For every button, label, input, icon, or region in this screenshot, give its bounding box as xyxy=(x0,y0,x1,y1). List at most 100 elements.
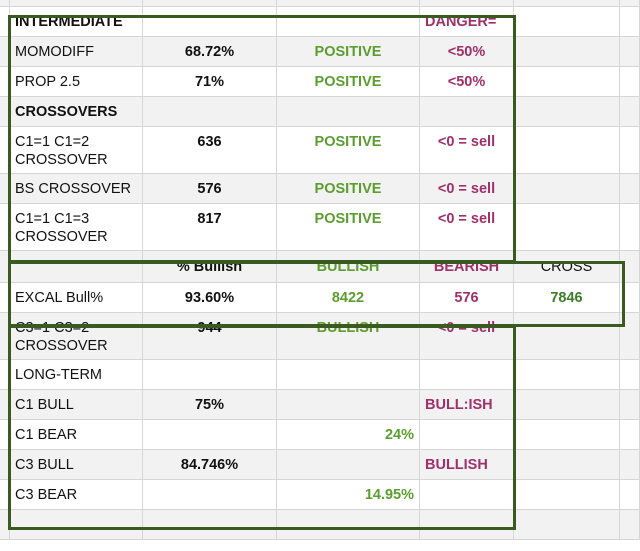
sheet-cell[interactable] xyxy=(0,313,10,360)
sheet-cell[interactable]: C1=1 C1=3 CROSSOVER xyxy=(10,204,143,251)
sheet-cell[interactable] xyxy=(0,204,10,251)
sheet-cell[interactable] xyxy=(0,127,10,174)
sheet-cell[interactable]: POSITIVE xyxy=(277,204,420,251)
sheet-cell[interactable]: DANGER= xyxy=(420,7,514,37)
sheet-cell[interactable] xyxy=(620,283,640,313)
sheet-cell[interactable] xyxy=(277,510,420,540)
sheet-cell[interactable] xyxy=(0,7,10,37)
sheet-cell[interactable]: BULLISH xyxy=(277,251,420,283)
sheet-cell[interactable] xyxy=(0,67,10,97)
sheet-cell[interactable] xyxy=(0,37,10,67)
sheet-cell[interactable] xyxy=(0,174,10,204)
sheet-cell[interactable]: INTERMEDIATE xyxy=(10,7,143,37)
sheet-cell[interactable]: 24% xyxy=(277,420,420,450)
sheet-cell[interactable]: <0 = sell xyxy=(420,127,514,174)
sheet-cell[interactable] xyxy=(277,390,420,420)
sheet-cell[interactable]: CROSS xyxy=(514,251,620,283)
sheet-cell[interactable] xyxy=(277,7,420,37)
sheet-cell[interactable] xyxy=(514,420,620,450)
sheet-cell[interactable] xyxy=(420,480,514,510)
sheet-cell[interactable] xyxy=(620,174,640,204)
sheet-cell[interactable] xyxy=(0,97,10,127)
sheet-cell[interactable] xyxy=(514,37,620,67)
sheet-cell[interactable]: 84.746% xyxy=(143,450,277,480)
sheet-cell[interactable] xyxy=(620,37,640,67)
sheet-cell[interactable]: 75% xyxy=(143,390,277,420)
sheet-cell[interactable] xyxy=(620,450,640,480)
sheet-cell[interactable] xyxy=(514,360,620,390)
sheet-cell[interactable] xyxy=(620,510,640,540)
sheet-cell[interactable] xyxy=(0,0,10,7)
sheet-cell[interactable] xyxy=(620,0,640,7)
sheet-cell[interactable] xyxy=(143,7,277,37)
sheet-cell[interactable]: BULLISH xyxy=(277,313,420,360)
sheet-cell[interactable] xyxy=(514,510,620,540)
sheet-cell[interactable]: CROSSOVERS xyxy=(10,97,143,127)
sheet-cell[interactable]: <0 = sell xyxy=(420,204,514,251)
sheet-cell[interactable] xyxy=(620,127,640,174)
sheet-cell[interactable]: BS CROSSOVER xyxy=(10,174,143,204)
sheet-cell[interactable] xyxy=(0,510,10,540)
sheet-cell[interactable] xyxy=(620,313,640,360)
sheet-cell[interactable]: 68.72% xyxy=(143,37,277,67)
sheet-cell[interactable]: <50% xyxy=(420,67,514,97)
sheet-cell[interactable]: 93.60% xyxy=(143,283,277,313)
sheet-cell[interactable] xyxy=(420,420,514,450)
sheet-cell[interactable] xyxy=(0,390,10,420)
sheet-cell[interactable] xyxy=(620,360,640,390)
sheet-cell[interactable]: POSITIVE xyxy=(277,174,420,204)
sheet-cell[interactable] xyxy=(620,204,640,251)
sheet-cell[interactable]: BULLISH xyxy=(420,450,514,480)
sheet-cell[interactable]: BEARISH xyxy=(420,251,514,283)
sheet-cell[interactable] xyxy=(514,97,620,127)
sheet-cell[interactable] xyxy=(514,67,620,97)
sheet-cell[interactable] xyxy=(514,127,620,174)
sheet-cell[interactable]: 7846 xyxy=(514,283,620,313)
sheet-cell[interactable]: % Bullish xyxy=(143,251,277,283)
sheet-cell[interactable] xyxy=(143,420,277,450)
sheet-cell[interactable]: C1 BULL xyxy=(10,390,143,420)
sheet-cell[interactable]: MOMODIFF xyxy=(10,37,143,67)
sheet-cell[interactable]: <50% xyxy=(420,37,514,67)
sheet-cell[interactable] xyxy=(0,480,10,510)
sheet-cell[interactable]: 8422 xyxy=(277,283,420,313)
sheet-cell[interactable] xyxy=(514,450,620,480)
sheet-cell[interactable]: POSITIVE xyxy=(277,67,420,97)
sheet-cell[interactable]: C1 BEAR xyxy=(10,420,143,450)
sheet-cell[interactable]: 576 xyxy=(420,283,514,313)
sheet-cell[interactable] xyxy=(0,283,10,313)
sheet-cell[interactable] xyxy=(277,0,420,7)
sheet-cell[interactable]: C1=1 C1=2 CROSSOVER xyxy=(10,127,143,174)
sheet-cell[interactable]: C3=1 C3=2 CROSSOVER xyxy=(10,313,143,360)
sheet-cell[interactable] xyxy=(420,360,514,390)
sheet-cell[interactable] xyxy=(514,313,620,360)
sheet-cell[interactable] xyxy=(620,251,640,283)
sheet-cell[interactable] xyxy=(620,420,640,450)
sheet-cell[interactable] xyxy=(620,480,640,510)
sheet-cell[interactable] xyxy=(143,97,277,127)
sheet-cell[interactable]: POSITIVE xyxy=(277,37,420,67)
sheet-cell[interactable]: BULL:ISH xyxy=(420,390,514,420)
sheet-cell[interactable] xyxy=(10,251,143,283)
sheet-cell[interactable] xyxy=(420,0,514,7)
sheet-cell[interactable] xyxy=(514,7,620,37)
sheet-cell[interactable] xyxy=(620,97,640,127)
sheet-cell[interactable] xyxy=(620,390,640,420)
sheet-cell[interactable]: <0 = sell xyxy=(420,313,514,360)
sheet-cell[interactable]: C3 BEAR xyxy=(10,480,143,510)
sheet-cell[interactable]: LONG-TERM xyxy=(10,360,143,390)
sheet-cell[interactable]: 14.95% xyxy=(277,480,420,510)
sheet-cell[interactable] xyxy=(514,204,620,251)
sheet-cell[interactable] xyxy=(143,360,277,390)
sheet-cell[interactable]: 636 xyxy=(143,127,277,174)
sheet-cell[interactable] xyxy=(277,450,420,480)
sheet-cell[interactable] xyxy=(143,480,277,510)
sheet-cell[interactable] xyxy=(143,0,277,7)
sheet-cell[interactable]: 576 xyxy=(143,174,277,204)
sheet-cell[interactable] xyxy=(0,360,10,390)
sheet-cell[interactable] xyxy=(277,97,420,127)
sheet-cell[interactable]: <0 = sell xyxy=(420,174,514,204)
sheet-cell[interactable] xyxy=(420,97,514,127)
sheet-cell[interactable]: C3 BULL xyxy=(10,450,143,480)
sheet-cell[interactable]: 817 xyxy=(143,204,277,251)
